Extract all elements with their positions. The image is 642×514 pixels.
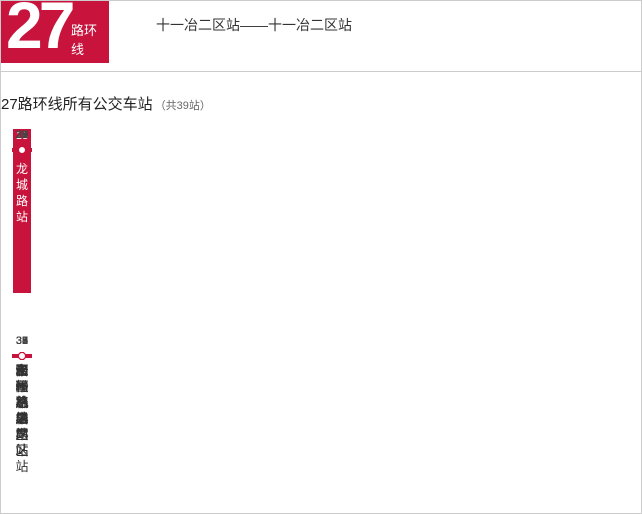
page-container: 27 路环线 十一冶二区站——十一冶二区站 27路环线所有公交车站（共39站） … <box>0 0 642 514</box>
section-count: （共39站） <box>155 100 211 112</box>
stop-dot <box>18 146 26 154</box>
section-title-text: 27路环线所有公交车站 <box>1 96 153 113</box>
stop-name: 龙城路站 <box>15 161 29 225</box>
route-endpoints: 十一冶二区站——十一冶二区站 <box>156 15 352 35</box>
stop-number: 30 <box>12 129 32 141</box>
route-badge: 27 路环线 <box>1 1 109 63</box>
route-number: 27 <box>6 0 71 63</box>
stop-name: 十一冶二区站 <box>15 363 29 459</box>
header: 27 路环线 十一冶二区站——十一冶二区站 <box>1 1 641 71</box>
route-suffix: 路环线 <box>71 20 109 58</box>
stop-number: 39 <box>12 335 32 347</box>
header-divider <box>1 71 641 72</box>
section-title: 27路环线所有公交车站（共39站） <box>1 93 211 114</box>
stop-dot <box>18 352 26 360</box>
